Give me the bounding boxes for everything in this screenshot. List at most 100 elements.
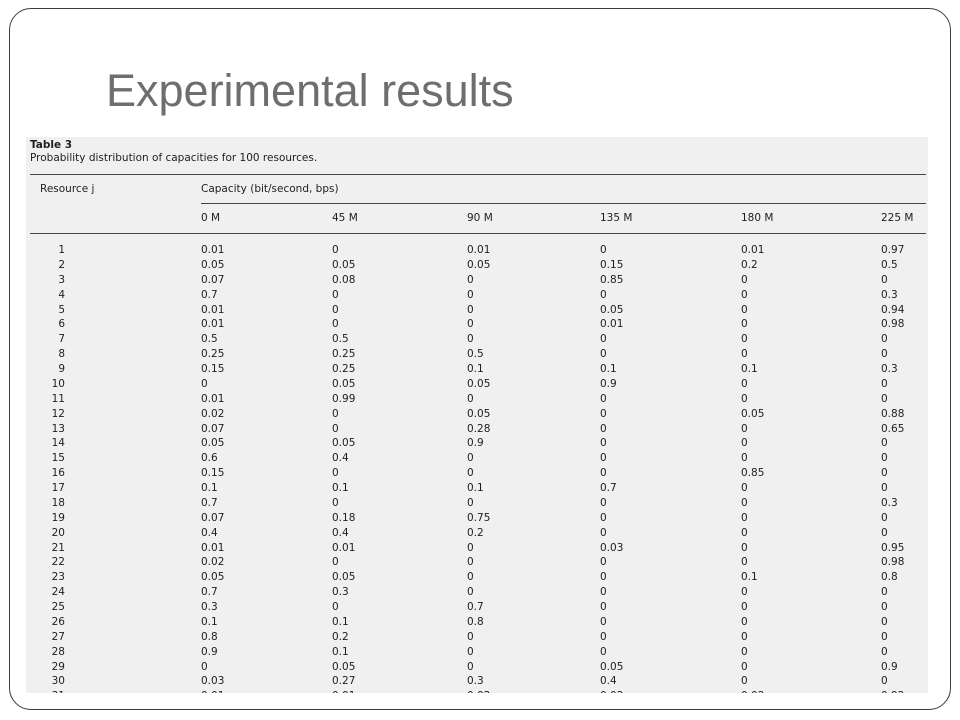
table-row: 24 0.7 0.3 0 0 0 0 bbox=[26, 585, 928, 600]
capacity-0m-cell: 0.7 bbox=[201, 496, 218, 509]
capacity-180m-cell: 0 bbox=[741, 482, 748, 494]
capacity-0m-cell: 0.5 bbox=[201, 333, 218, 346]
capacity-135m-cell: 0 bbox=[600, 586, 607, 599]
table-row: 14 0.05 0.05 0.9 0 0 0 bbox=[26, 436, 928, 451]
resource-id-cell: 19 bbox=[51, 511, 65, 524]
slide-title: Experimental results bbox=[106, 65, 514, 116]
capacity-180m-cell: 0 bbox=[741, 586, 748, 599]
capacity-45m-cell: 0.18 bbox=[332, 511, 356, 524]
capacity-135m-cell: 0 bbox=[600, 630, 607, 643]
capacity-180m-cell: 0 bbox=[741, 601, 748, 613]
capacity-0m-cell: 0.7 bbox=[201, 288, 218, 301]
resource-id-cell: 16 bbox=[51, 467, 65, 480]
capacity-225m-cell: 0.3 bbox=[881, 496, 898, 509]
capacity-45m-cell: 0.5 bbox=[332, 333, 349, 346]
resource-id-cell: 14 bbox=[51, 437, 65, 450]
table-row: 16 0.15 0 0 0 0.85 0 bbox=[26, 466, 928, 481]
capacity-225m-cell: 0 bbox=[881, 526, 888, 539]
capacity-45m-cell: 0 bbox=[332, 407, 339, 420]
capacity-0m-cell: 0.3 bbox=[201, 601, 218, 613]
capacity-135m-cell: 0 bbox=[600, 467, 607, 480]
resource-id-cell: 6 bbox=[58, 318, 65, 331]
resource-id-cell: 29 bbox=[51, 660, 65, 673]
capacity-135m-cell: 0 bbox=[600, 601, 607, 613]
resource-id-cell: 2 bbox=[58, 258, 65, 271]
table-row: 15 0.6 0.4 0 0 0 0 bbox=[26, 451, 928, 466]
capacity-180m-cell: 0 bbox=[741, 630, 748, 643]
table-row: 29 0 0.05 0 0.05 0 0.9 bbox=[26, 660, 928, 675]
capacity-0m-cell: 0.6 bbox=[201, 452, 218, 465]
capacity-225m-cell: 0 bbox=[881, 452, 888, 465]
capacity-180m-cell: 0 bbox=[741, 526, 748, 539]
capacity-225m-cell: 0 bbox=[881, 586, 888, 599]
capacity-0m-cell: 0.07 bbox=[201, 273, 225, 286]
resource-id-cell: 28 bbox=[51, 645, 65, 658]
capacity-0m-cell: 0.01 bbox=[201, 303, 225, 316]
resource-column-header: Resource j bbox=[40, 183, 95, 195]
capacity-45m-cell: 0.05 bbox=[332, 258, 356, 271]
capacity-135m-cell: 0 bbox=[600, 511, 607, 524]
table-row: 30 0.03 0.27 0.3 0.4 0 0 bbox=[26, 674, 928, 689]
capacity-45m-cell: 0.25 bbox=[332, 348, 356, 361]
capacity-90m-cell: 0 bbox=[467, 571, 474, 584]
capacity-225m-cell: 0 bbox=[881, 377, 888, 390]
resource-id-cell: 3 bbox=[58, 273, 65, 286]
capacity-0m-cell: 0.4 bbox=[201, 526, 218, 539]
resource-id-cell: 27 bbox=[51, 630, 65, 643]
capacity-0m-cell: 0.05 bbox=[201, 258, 225, 271]
resource-id-cell: 4 bbox=[58, 288, 65, 301]
capacity-90m-cell: 0.1 bbox=[467, 363, 484, 375]
capacity-225m-cell: 0.98 bbox=[881, 318, 905, 331]
capacity-135m-cell: 0 bbox=[600, 615, 607, 628]
table-row: 22 0.02 0 0 0 0 0.98 bbox=[26, 555, 928, 570]
capacity-135m-cell: 0 bbox=[600, 407, 607, 420]
capacity-45m-cell: 0 bbox=[332, 422, 339, 435]
capacity-0m-cell: 0.07 bbox=[201, 422, 225, 435]
capacity-column-header: 0 M bbox=[201, 212, 221, 224]
capacity-45m-cell: 0.05 bbox=[332, 571, 356, 584]
capacity-45m-cell: 0.1 bbox=[332, 615, 349, 628]
resource-id-cell: 26 bbox=[51, 615, 65, 628]
capacity-45m-cell: 0.08 bbox=[332, 273, 356, 286]
table-row: 7 0.5 0.5 0 0 0 0 bbox=[26, 332, 928, 347]
resource-id-cell: 1 bbox=[58, 244, 65, 256]
capacity-45m-cell: 0.01 bbox=[332, 689, 355, 693]
capacity-180m-cell: 0 bbox=[741, 675, 748, 688]
resource-id-cell: 18 bbox=[51, 496, 65, 509]
resource-id-cell: 13 bbox=[51, 422, 65, 435]
capacity-45m-cell: 0.05 bbox=[332, 377, 356, 390]
capacity-90m-cell: 0.28 bbox=[467, 422, 491, 435]
capacity-180m-cell: 0.05 bbox=[741, 407, 765, 420]
capacity-135m-cell: 0 bbox=[600, 645, 607, 658]
capacity-90m-cell: 0.8 bbox=[467, 615, 484, 628]
resource-id-cell: 21 bbox=[51, 541, 65, 554]
resource-id-cell: 8 bbox=[58, 348, 65, 361]
capacity-180m-cell: 0 bbox=[741, 348, 748, 361]
capacity-45m-cell: 0.01 bbox=[332, 541, 356, 554]
capacity-90m-cell: 0 bbox=[467, 660, 474, 673]
table-caption: Probability distribution of capacities f… bbox=[30, 152, 318, 164]
table-row: 12 0.02 0 0.05 0 0.05 0.88 bbox=[26, 407, 928, 422]
capacity-0m-cell: 0.1 bbox=[201, 482, 218, 494]
capacity-0m-cell: 0.01 bbox=[201, 392, 225, 405]
capacity-45m-cell: 0.1 bbox=[332, 645, 349, 658]
capacity-225m-cell: 0 bbox=[881, 333, 888, 346]
capacity-90m-cell: 0 bbox=[467, 541, 474, 554]
table-row: 11 0.01 0.99 0 0 0 0 bbox=[26, 392, 928, 407]
capacity-45m-cell: 0 bbox=[332, 467, 339, 480]
capacity-225m-cell: 0.3 bbox=[881, 363, 898, 375]
table-row: 17 0.1 0.1 0.1 0.7 0 0 bbox=[26, 481, 928, 496]
capacity-135m-cell: 0.9 bbox=[600, 377, 617, 390]
capacity-135m-cell: 0 bbox=[600, 422, 607, 435]
capacity-225m-cell: 0 bbox=[881, 482, 888, 494]
capacity-225m-cell: 0 bbox=[881, 511, 888, 524]
capacity-90m-cell: 0 bbox=[467, 333, 474, 346]
capacity-180m-cell: 0 bbox=[741, 452, 748, 465]
capacity-180m-cell: 0 bbox=[741, 645, 748, 658]
capacity-45m-cell: 0 bbox=[332, 288, 339, 301]
capacity-45m-cell: 0 bbox=[332, 244, 339, 256]
table-row: 4 0.7 0 0 0 0 0.3 bbox=[26, 288, 928, 303]
capacity-180m-cell: 0 bbox=[741, 392, 748, 405]
capacity-180m-cell: 0 bbox=[741, 318, 748, 331]
table-row: 1 0.01 0 0.01 0 0.01 0.97 bbox=[26, 243, 928, 258]
